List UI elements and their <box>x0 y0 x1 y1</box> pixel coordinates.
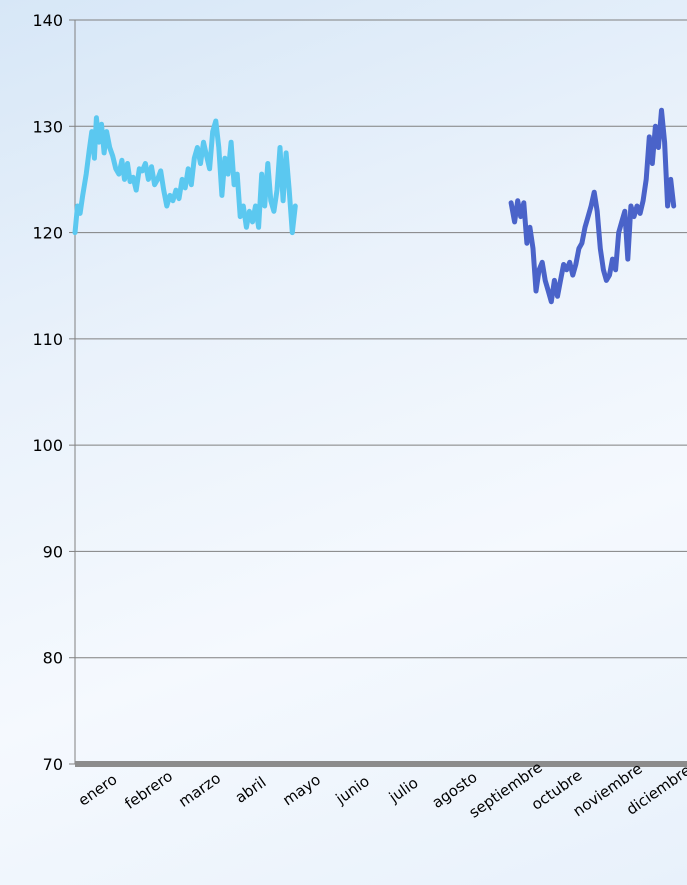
x-tick-label: junio <box>332 772 373 808</box>
x-axis-line <box>75 761 687 767</box>
x-tick-label: marzo <box>175 769 224 811</box>
y-tick-label: 80 <box>43 649 63 668</box>
y-tick-label: 70 <box>43 755 63 774</box>
x-tick-label: abril <box>232 773 270 807</box>
series-line <box>72 115 298 236</box>
x-tick-label: enero <box>75 770 121 809</box>
y-tick-label: 90 <box>43 542 63 561</box>
y-tick-label: 130 <box>32 117 63 136</box>
series-line <box>508 107 677 305</box>
y-tick-label: 140 <box>32 11 63 30</box>
y-tick-label: 110 <box>32 330 63 349</box>
x-tick-label: septiembre <box>466 758 546 822</box>
y-tick-label: 100 <box>32 436 63 455</box>
y-tick-label: 120 <box>32 224 63 243</box>
x-tick-label: mayo <box>279 771 324 810</box>
x-tick-label: febrero <box>121 767 176 813</box>
x-tick-label: julio <box>385 774 422 807</box>
